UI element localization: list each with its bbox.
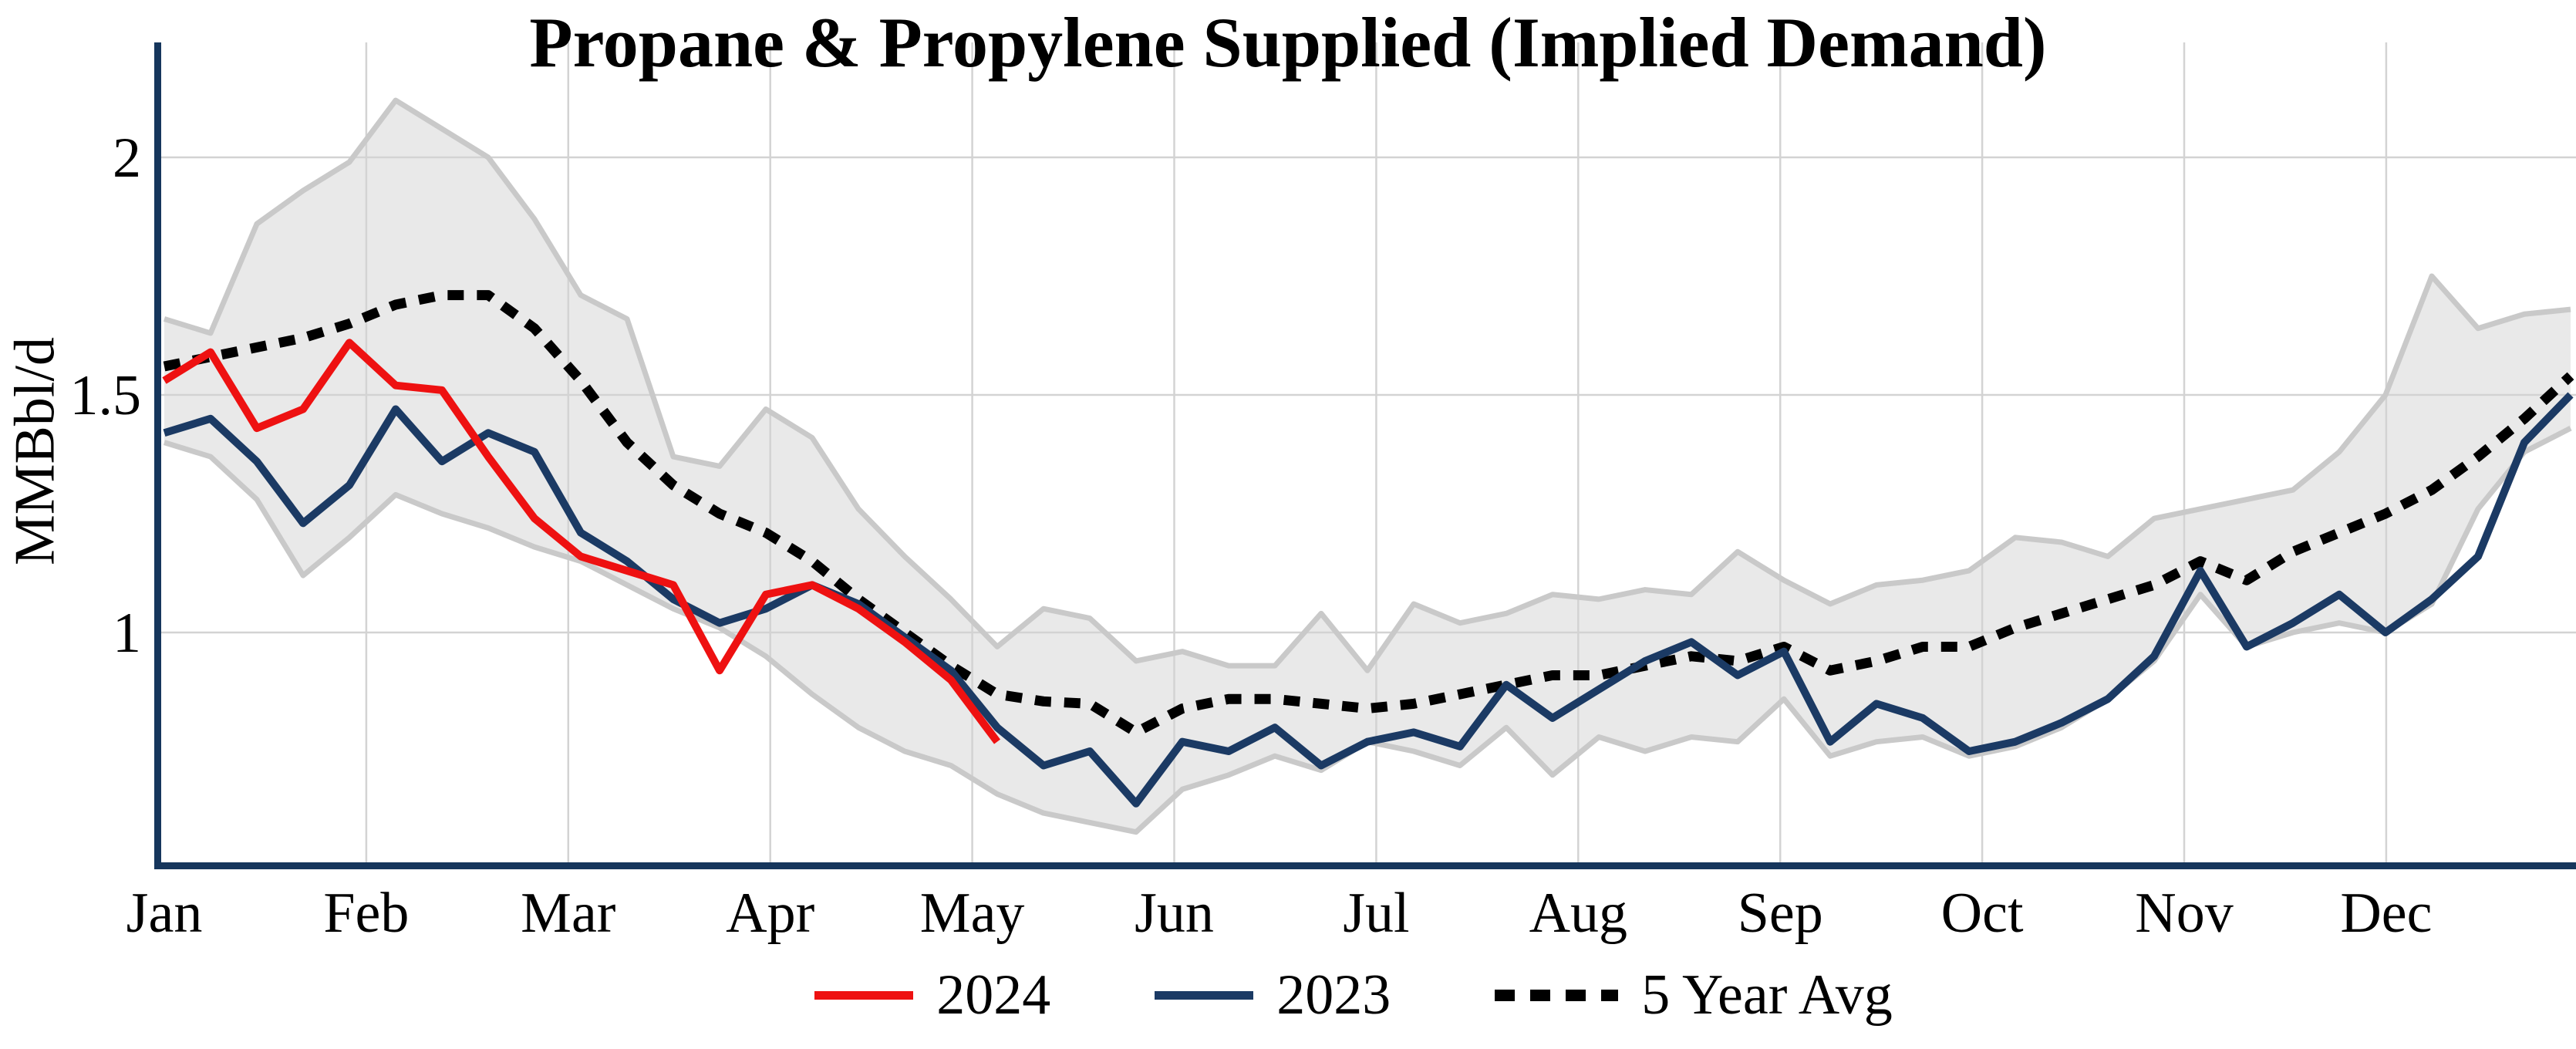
x-tick-label-Jun: Jun [1135, 882, 1214, 945]
x-tick-label-May: May [920, 882, 1025, 945]
series-2024-line [162, 339, 1001, 744]
legend-label-2023: 2023 [1276, 963, 1391, 1027]
x-tick-label-Sep: Sep [1738, 882, 1823, 945]
legend-item-5yr-avg: 5 Year Avg [1495, 963, 1893, 1028]
legend-swatch-2024 [814, 991, 914, 1000]
legend-label-2024: 2024 [936, 963, 1051, 1027]
legend-swatch-5yr-avg [1495, 990, 1619, 1001]
legend-item-2024: 2024 [814, 963, 1050, 1028]
y-axis-line [154, 42, 161, 869]
legend-label-5yr-avg: 5 Year Avg [1641, 963, 1893, 1027]
band-upper-edge [163, 97, 2571, 673]
y-tick-label-2: 2 [113, 126, 141, 190]
legend: 2024 2023 5 Year Avg [0, 963, 2576, 1028]
x-tick-label-Dec: Dec [2340, 882, 2432, 945]
legend-item-2023: 2023 [1155, 963, 1391, 1028]
series-5yr-avg-line [163, 290, 2574, 737]
x-tick-label-Oct: Oct [1941, 882, 2024, 945]
x-tick-label-Feb: Feb [323, 882, 409, 945]
x-tick-label-Jan: Jan [126, 882, 203, 945]
x-tick-label-Mar: Mar [521, 882, 615, 945]
y-axis-label: MMBbl/d [3, 336, 67, 566]
x-tick-label-Nov: Nov [2135, 882, 2233, 945]
x-axis-line [154, 862, 2576, 869]
x-tick-label-Aug: Aug [1529, 882, 1627, 945]
x-tick-label-Jul: Jul [1343, 882, 1409, 945]
x-tick-label-Apr: Apr [726, 882, 814, 945]
series-2023-line [163, 392, 2574, 808]
five-year-range-band [164, 100, 2571, 832]
chart-title: Propane & Propylene Supplied (Implied De… [529, 3, 2047, 82]
y-tick-label-1: 1 [113, 602, 141, 665]
legend-swatch-2023 [1155, 991, 1254, 1000]
y-tick-label-1.5: 1.5 [70, 364, 142, 427]
